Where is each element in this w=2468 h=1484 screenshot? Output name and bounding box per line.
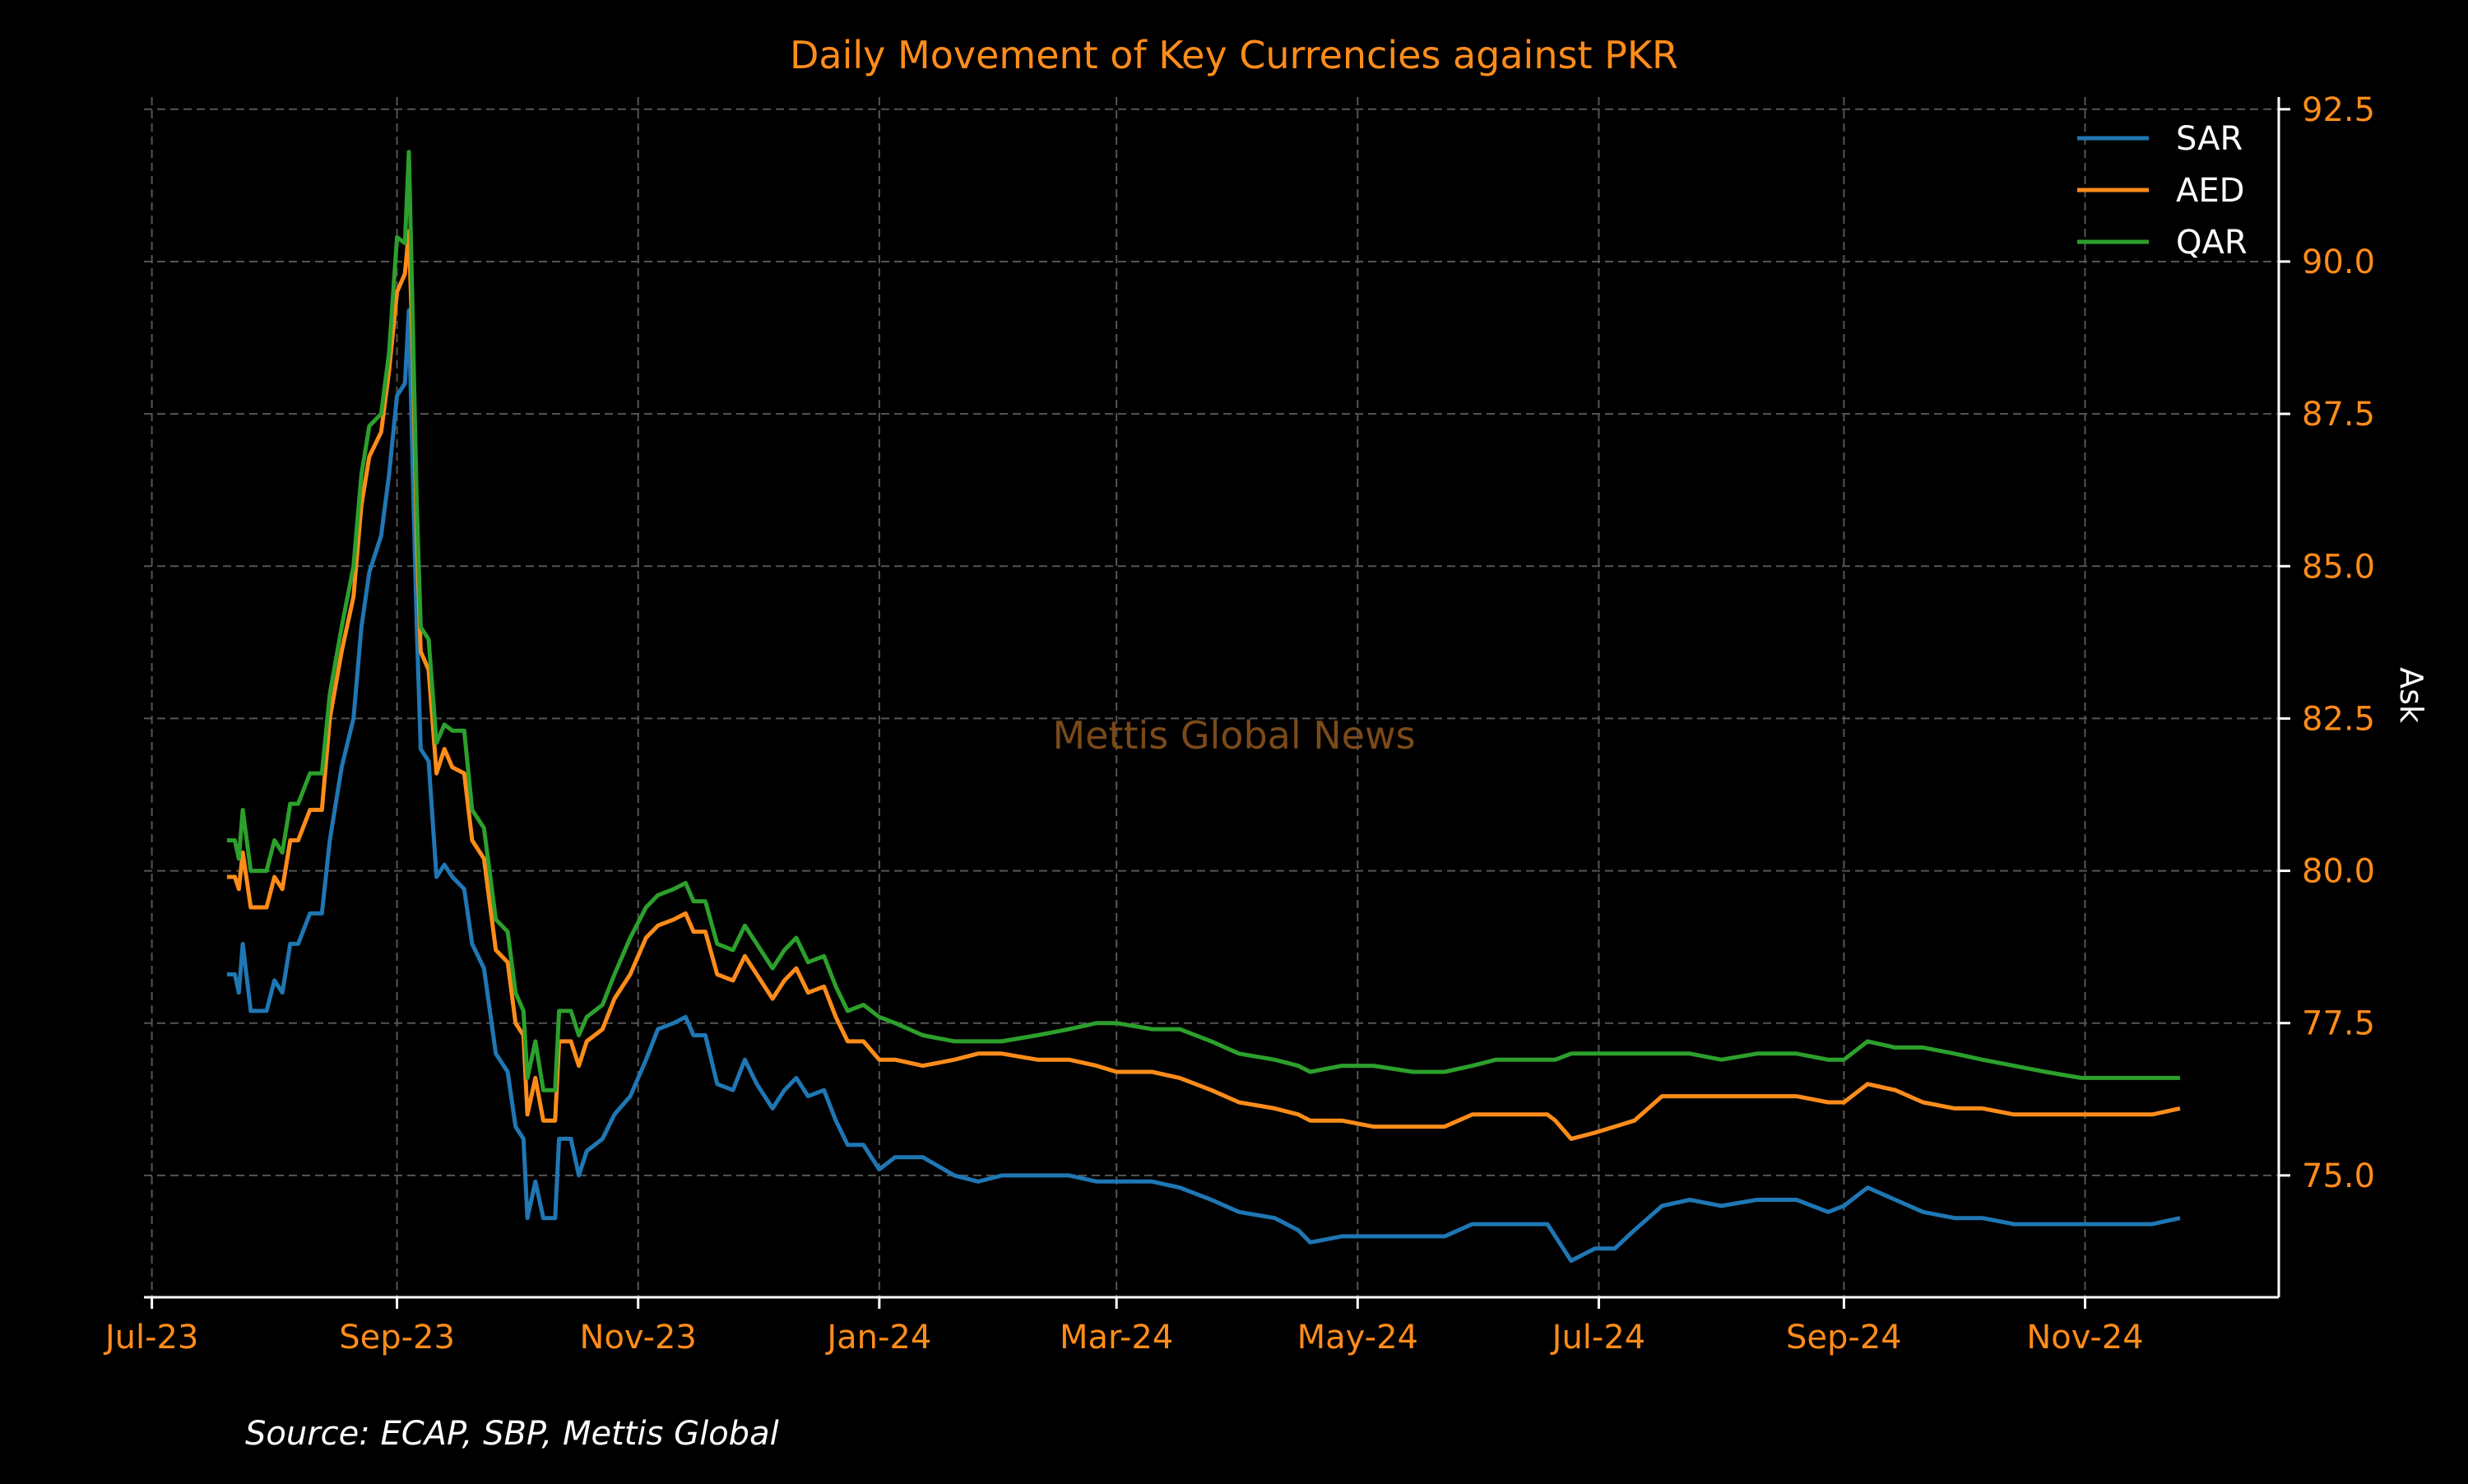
series-line-aed bbox=[226, 229, 2181, 1141]
grid bbox=[144, 97, 2279, 1297]
x-tick-label: Nov-24 bbox=[2026, 1319, 2143, 1356]
axes bbox=[144, 97, 2280, 1299]
legend-label-qar: QAR bbox=[2176, 224, 2248, 262]
chart-title: Daily Movement of Key Currencies against… bbox=[790, 33, 1678, 77]
watermark: Mettis Global News bbox=[1052, 713, 1415, 758]
y-tick-label: 77.5 bbox=[2302, 1005, 2375, 1043]
y-axis-ticks: 75.0 77.5 80.0 82.5 85.0 87.5 90.0 92.5 bbox=[2279, 91, 2375, 1195]
y-tick-label: 75.0 bbox=[2302, 1157, 2375, 1195]
y-tick-label: 80.0 bbox=[2302, 853, 2375, 891]
y-tick-label: 87.5 bbox=[2302, 396, 2375, 434]
x-tick-label: Mar-24 bbox=[1060, 1319, 1173, 1356]
legend: SAR AED QAR bbox=[2077, 120, 2248, 262]
x-tick-label: Nov-23 bbox=[580, 1319, 697, 1356]
series-line-qar bbox=[226, 150, 2180, 1092]
x-tick-label: Jan-24 bbox=[824, 1319, 931, 1356]
y-tick-label: 90.0 bbox=[2302, 243, 2375, 281]
x-tick-label: Jul-24 bbox=[1550, 1319, 1646, 1356]
y-tick-label: 85.0 bbox=[2302, 548, 2375, 586]
y-axis-label: Ask bbox=[2393, 667, 2429, 723]
series-lines bbox=[226, 150, 2181, 1264]
x-tick-label: Jul-23 bbox=[103, 1319, 199, 1356]
x-tick-label: Sep-23 bbox=[339, 1319, 455, 1356]
legend-label-sar: SAR bbox=[2176, 120, 2243, 158]
source-note: Source: ECAP, SBP, Mettis Global bbox=[245, 1415, 779, 1453]
series-line-sar bbox=[226, 308, 2181, 1264]
x-tick-label: May-24 bbox=[1297, 1319, 1418, 1356]
y-tick-label: 82.5 bbox=[2302, 700, 2375, 738]
x-tick-label: Sep-24 bbox=[1786, 1319, 1902, 1356]
x-axis-ticks: Jul-23 Sep-23 Nov-23 Jan-24 Mar-24 May-24 Jul-… bbox=[103, 1297, 2144, 1356]
y-tick-label: 92.5 bbox=[2302, 91, 2375, 129]
legend-label-aed: AED bbox=[2176, 172, 2244, 210]
